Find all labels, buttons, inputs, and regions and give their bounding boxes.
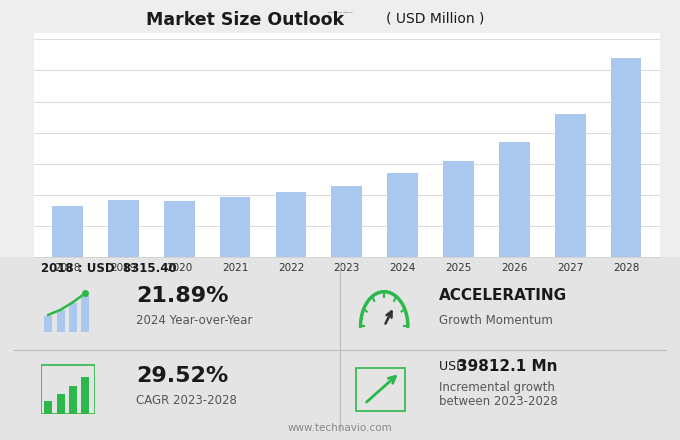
Bar xyxy=(69,303,77,332)
Bar xyxy=(56,394,65,414)
Text: 39812.1 Mn: 39812.1 Mn xyxy=(457,359,558,374)
Bar xyxy=(555,114,585,257)
Text: Market Size Outlook  ( USD Million ): Market Size Outlook ( USD Million ) xyxy=(328,11,352,13)
Bar xyxy=(220,197,250,257)
Bar xyxy=(69,386,77,414)
Bar xyxy=(443,161,474,257)
Bar xyxy=(499,142,530,257)
Bar xyxy=(275,192,306,257)
Text: 29.52%: 29.52% xyxy=(136,366,228,386)
Text: USD: USD xyxy=(439,359,469,373)
Bar xyxy=(331,186,362,257)
Text: CAGR 2023-2028: CAGR 2023-2028 xyxy=(136,394,237,407)
Bar xyxy=(611,58,641,257)
Text: ACCELERATING: ACCELERATING xyxy=(439,288,566,303)
Text: between 2023-2028: between 2023-2028 xyxy=(439,395,558,408)
Bar xyxy=(44,316,52,332)
Bar xyxy=(82,377,89,414)
Text: www.technavio.com: www.technavio.com xyxy=(288,423,392,433)
Text: ( USD Million ): ( USD Million ) xyxy=(386,11,484,25)
Text: Growth Momentum: Growth Momentum xyxy=(439,314,552,327)
Text: Market Size Outlook: Market Size Outlook xyxy=(146,11,344,29)
Text: 2024 Year-over-Year: 2024 Year-over-Year xyxy=(136,314,252,327)
Bar xyxy=(56,310,65,332)
Bar xyxy=(82,296,89,332)
Bar xyxy=(164,201,194,257)
Bar xyxy=(388,173,418,257)
Text: 2018 : USD  8315.40: 2018 : USD 8315.40 xyxy=(41,262,176,275)
Bar xyxy=(52,205,83,257)
Bar xyxy=(108,200,139,257)
Bar xyxy=(44,401,52,414)
Text: 21.89%: 21.89% xyxy=(136,286,228,306)
Text: Incremental growth: Incremental growth xyxy=(439,381,554,394)
